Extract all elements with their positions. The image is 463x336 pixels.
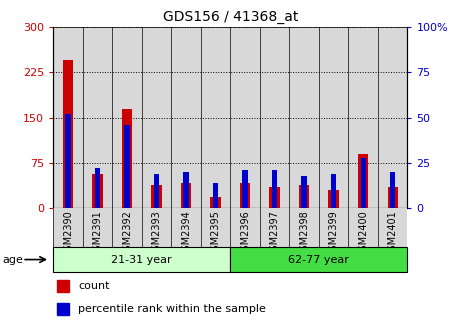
Text: GSM2398: GSM2398 bbox=[299, 210, 309, 257]
Bar bbox=[301, 176, 307, 208]
Text: GSM2400: GSM2400 bbox=[358, 210, 368, 257]
Text: GSM2399: GSM2399 bbox=[329, 210, 338, 257]
Bar bbox=[272, 170, 277, 208]
Title: GDS156 / 41368_at: GDS156 / 41368_at bbox=[163, 10, 298, 25]
Bar bbox=[213, 183, 218, 208]
Text: GSM2396: GSM2396 bbox=[240, 210, 250, 257]
Bar bbox=[378, 208, 407, 247]
Bar bbox=[210, 198, 221, 208]
Bar bbox=[154, 174, 159, 208]
Bar bbox=[142, 27, 171, 208]
Bar bbox=[122, 109, 132, 208]
Bar bbox=[53, 247, 231, 272]
Bar bbox=[231, 247, 407, 272]
Bar bbox=[113, 208, 142, 247]
Bar bbox=[92, 174, 103, 208]
Bar bbox=[171, 208, 201, 247]
Bar bbox=[231, 27, 260, 208]
Text: age: age bbox=[2, 255, 23, 264]
Bar bbox=[319, 27, 349, 208]
Bar bbox=[378, 27, 407, 208]
Text: GSM2392: GSM2392 bbox=[122, 210, 132, 257]
Bar bbox=[260, 27, 289, 208]
Bar bbox=[240, 183, 250, 208]
Bar bbox=[83, 27, 113, 208]
Text: GSM2391: GSM2391 bbox=[93, 210, 102, 257]
Text: 62-77 year: 62-77 year bbox=[288, 255, 349, 264]
Bar bbox=[181, 183, 191, 208]
Bar bbox=[125, 125, 130, 208]
Bar bbox=[289, 208, 319, 247]
Bar bbox=[183, 172, 189, 208]
Text: GSM2401: GSM2401 bbox=[388, 210, 398, 257]
Bar bbox=[289, 27, 319, 208]
Bar bbox=[328, 190, 339, 208]
Text: GSM2395: GSM2395 bbox=[211, 210, 220, 257]
Bar bbox=[388, 187, 398, 208]
Text: GSM2390: GSM2390 bbox=[63, 210, 73, 257]
Bar bbox=[390, 172, 395, 208]
Text: 21-31 year: 21-31 year bbox=[112, 255, 172, 264]
Bar bbox=[349, 208, 378, 247]
Text: percentile rank within the sample: percentile rank within the sample bbox=[78, 304, 266, 314]
Bar bbox=[331, 174, 336, 208]
Bar bbox=[142, 208, 171, 247]
Bar bbox=[358, 154, 369, 208]
Bar bbox=[95, 168, 100, 208]
Text: GSM2393: GSM2393 bbox=[151, 210, 162, 257]
Bar bbox=[53, 27, 83, 208]
Bar bbox=[113, 27, 142, 208]
Bar bbox=[65, 114, 71, 208]
Bar bbox=[57, 280, 69, 292]
Text: GSM2397: GSM2397 bbox=[269, 210, 280, 257]
Bar bbox=[151, 185, 162, 208]
Bar bbox=[231, 208, 260, 247]
Bar bbox=[361, 158, 366, 208]
Bar bbox=[319, 208, 349, 247]
Text: GSM2394: GSM2394 bbox=[181, 210, 191, 257]
Bar bbox=[201, 208, 231, 247]
Bar bbox=[201, 27, 231, 208]
Text: count: count bbox=[78, 281, 110, 291]
Bar bbox=[243, 170, 248, 208]
Bar bbox=[57, 303, 69, 315]
Bar bbox=[53, 208, 83, 247]
Bar bbox=[171, 27, 201, 208]
Bar bbox=[299, 185, 309, 208]
Bar bbox=[269, 187, 280, 208]
Bar bbox=[349, 27, 378, 208]
Bar bbox=[260, 208, 289, 247]
Bar bbox=[83, 208, 113, 247]
Bar bbox=[63, 60, 73, 208]
